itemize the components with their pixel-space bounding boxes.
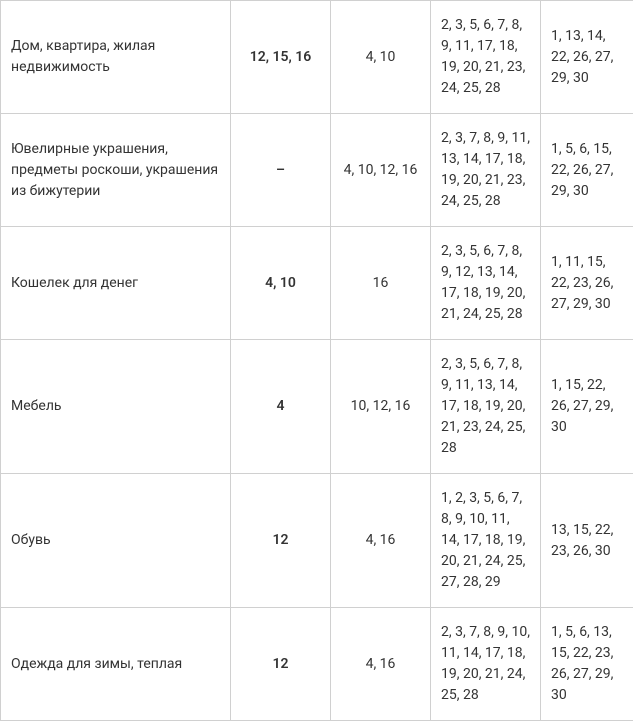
table-body: Дом, квартира, жилая недвижимость 12, 15… (1, 1, 633, 721)
table-row: Одежда для зимы, теплая 12 4, 16 2, 3, 7… (1, 608, 633, 721)
table-row: Дом, квартира, жилая недвижимость 12, 15… (1, 1, 633, 114)
table-row: Обувь 12 4, 16 1, 2, 3, 5, 6, 7, 8, 9, 1… (1, 474, 633, 608)
cell-col4: 1, 2, 3, 5, 6, 7, 8, 9, 10, 11, 14, 17, … (431, 474, 541, 608)
cell-col5: 1, 15, 22, 26, 27, 29, 30 (541, 340, 633, 474)
cell-col2: 12 (231, 608, 331, 721)
data-table: Дом, квартира, жилая недвижимость 12, 15… (0, 0, 633, 721)
cell-name: Ювелирные украшения, предметы роскоши, у… (1, 114, 231, 227)
table-row: Ювелирные украшения, предметы роскоши, у… (1, 114, 633, 227)
cell-name: Кошелек для денег (1, 227, 231, 340)
cell-col2: 4 (231, 340, 331, 474)
table-row: Мебель 4 10, 12, 16 2, 3, 5, 6, 7, 8, 9,… (1, 340, 633, 474)
table-row: Кошелек для денег 4, 10 16 2, 3, 5, 6, 7… (1, 227, 633, 340)
cell-col4: 2, 3, 5, 6, 7, 8, 9, 11, 13, 14, 17, 18,… (431, 340, 541, 474)
cell-name: Мебель (1, 340, 231, 474)
cell-col4: 2, 3, 5, 6, 7, 8, 9, 12, 13, 14, 17, 18,… (431, 227, 541, 340)
cell-col4: 2, 3, 7, 8, 9, 10, 11, 14, 17, 18, 19, 2… (431, 608, 541, 721)
cell-col3: 4, 10 (331, 1, 431, 114)
cell-col3: 4, 16 (331, 608, 431, 721)
cell-col4: 2, 3, 5, 6, 7, 8, 9, 11, 17, 18, 19, 20,… (431, 1, 541, 114)
cell-col3: 4, 10, 12, 16 (331, 114, 431, 227)
cell-name: Одежда для зимы, теплая (1, 608, 231, 721)
cell-col2: 12, 15, 16 (231, 1, 331, 114)
cell-col3: 10, 12, 16 (331, 340, 431, 474)
cell-col3: 4, 16 (331, 474, 431, 608)
cell-col3: 16 (331, 227, 431, 340)
cell-col2: – (231, 114, 331, 227)
cell-col5: 13, 15, 22, 23, 26, 30 (541, 474, 633, 608)
cell-col5: 1, 5, 6, 13, 15, 22, 23, 26, 27, 29, 30 (541, 608, 633, 721)
cell-col2: 12 (231, 474, 331, 608)
cell-col5: 1, 13, 14, 22, 26, 27, 29, 30 (541, 1, 633, 114)
cell-name: Дом, квартира, жилая недвижимость (1, 1, 231, 114)
cell-col4: 2, 3, 7, 8, 9, 11, 13, 14, 17, 18, 19, 2… (431, 114, 541, 227)
cell-col2: 4, 10 (231, 227, 331, 340)
cell-name: Обувь (1, 474, 231, 608)
cell-col5: 1, 11, 15, 22, 23, 26, 27, 29, 30 (541, 227, 633, 340)
cell-col5: 1, 5, 6, 15, 22, 26, 27, 29, 30 (541, 114, 633, 227)
